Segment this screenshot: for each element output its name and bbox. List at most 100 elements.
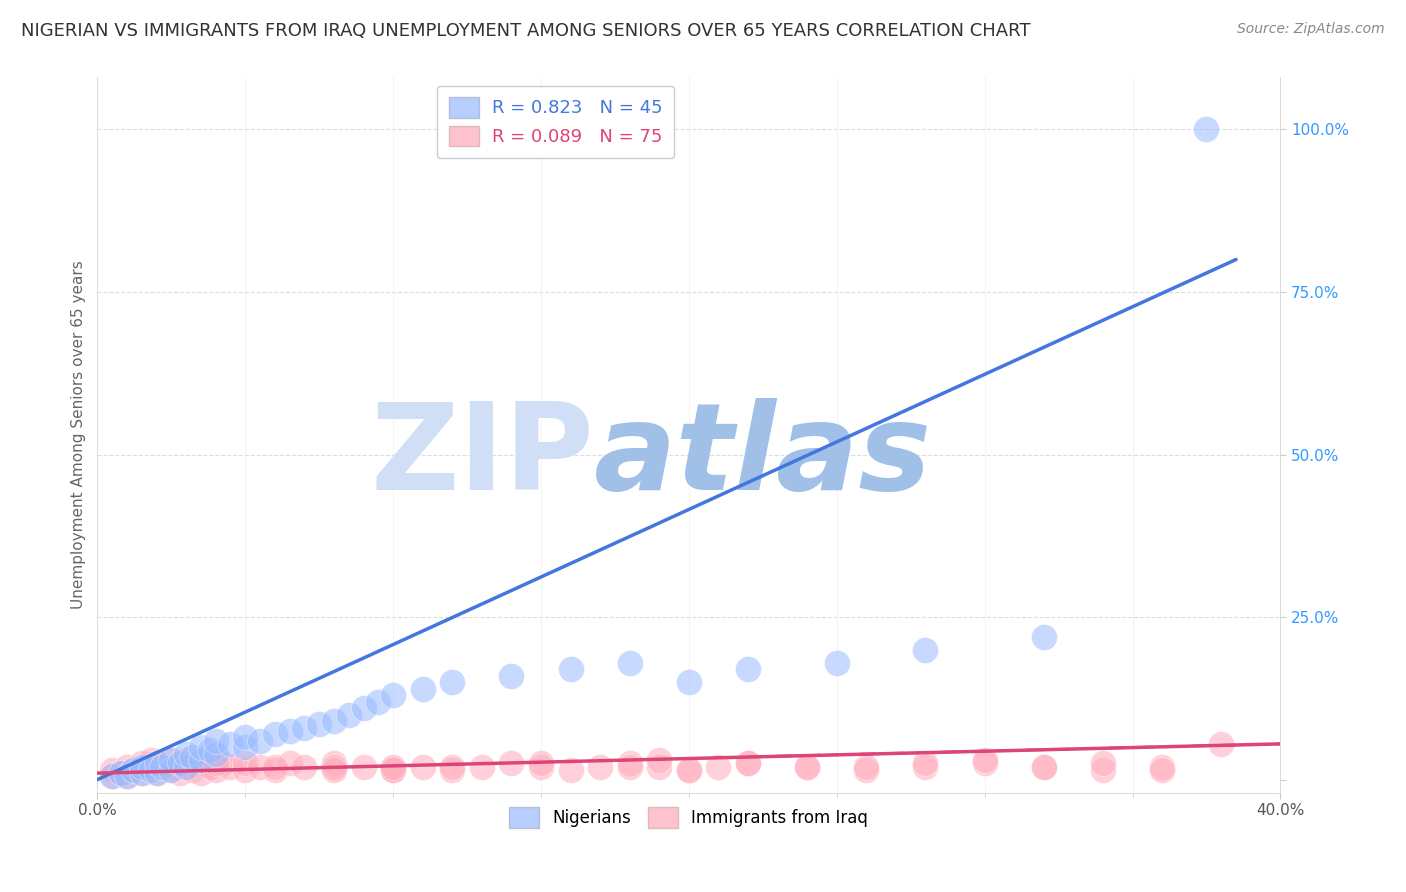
Point <box>204 756 226 771</box>
Point <box>323 759 346 773</box>
Point <box>855 759 877 773</box>
Point <box>145 756 167 771</box>
Point <box>160 763 183 777</box>
Legend: Nigerians, Immigrants from Iraq: Nigerians, Immigrants from Iraq <box>503 801 875 834</box>
Point <box>278 756 301 771</box>
Point <box>101 763 124 777</box>
Point <box>263 759 285 773</box>
Point <box>619 759 641 773</box>
Point <box>471 759 494 773</box>
Point <box>1032 759 1054 773</box>
Point <box>115 769 138 783</box>
Point <box>648 759 671 773</box>
Point <box>263 727 285 741</box>
Point <box>678 675 700 690</box>
Point <box>169 756 191 771</box>
Point <box>678 763 700 777</box>
Point <box>121 763 143 777</box>
Point <box>131 766 153 780</box>
Point <box>367 695 389 709</box>
Point <box>737 662 759 676</box>
Point <box>1211 737 1233 751</box>
Point <box>174 759 197 773</box>
Point <box>1091 756 1114 771</box>
Point <box>190 766 212 780</box>
Point <box>412 759 434 773</box>
Point <box>501 668 523 682</box>
Point <box>337 707 360 722</box>
Point <box>589 759 612 773</box>
Point <box>181 763 204 777</box>
Point <box>145 756 167 771</box>
Point <box>190 756 212 771</box>
Point <box>914 642 936 657</box>
Point <box>323 756 346 771</box>
Point <box>530 756 553 771</box>
Point <box>169 766 191 780</box>
Point <box>174 759 197 773</box>
Point <box>560 662 582 676</box>
Point <box>914 756 936 771</box>
Point <box>204 763 226 777</box>
Point <box>174 747 197 761</box>
Point <box>101 769 124 783</box>
Point <box>323 714 346 728</box>
Point <box>441 763 464 777</box>
Point <box>737 756 759 771</box>
Text: atlas: atlas <box>595 398 932 515</box>
Point <box>249 759 271 773</box>
Point <box>145 766 167 780</box>
Point <box>353 701 375 715</box>
Point <box>353 759 375 773</box>
Point <box>412 681 434 696</box>
Point <box>139 753 162 767</box>
Point <box>292 759 315 773</box>
Point <box>619 656 641 670</box>
Point <box>973 756 995 771</box>
Text: Source: ZipAtlas.com: Source: ZipAtlas.com <box>1237 22 1385 37</box>
Point <box>152 759 174 773</box>
Point <box>796 759 818 773</box>
Point <box>198 759 221 773</box>
Point <box>382 688 405 702</box>
Point <box>198 743 221 757</box>
Point <box>110 766 132 780</box>
Point <box>219 759 242 773</box>
Point <box>530 759 553 773</box>
Point <box>278 723 301 738</box>
Point <box>115 759 138 773</box>
Point <box>308 717 330 731</box>
Point <box>648 753 671 767</box>
Point <box>855 763 877 777</box>
Point <box>323 763 346 777</box>
Point <box>131 756 153 771</box>
Point <box>501 756 523 771</box>
Point <box>115 769 138 783</box>
Point <box>560 763 582 777</box>
Point <box>233 740 256 755</box>
Point <box>1152 759 1174 773</box>
Point <box>441 675 464 690</box>
Point <box>160 753 183 767</box>
Point <box>190 740 212 755</box>
Point <box>825 656 848 670</box>
Point <box>382 763 405 777</box>
Point <box>1152 763 1174 777</box>
Point <box>181 750 204 764</box>
Point <box>233 756 256 771</box>
Point <box>204 753 226 767</box>
Point <box>101 769 124 783</box>
Point <box>139 759 162 773</box>
Point <box>204 747 226 761</box>
Point <box>190 753 212 767</box>
Point <box>382 759 405 773</box>
Point <box>211 756 233 771</box>
Point <box>1032 630 1054 644</box>
Point <box>131 766 153 780</box>
Point <box>110 766 132 780</box>
Point <box>382 763 405 777</box>
Point <box>204 733 226 747</box>
Point <box>160 763 183 777</box>
Point <box>263 763 285 777</box>
Point <box>249 733 271 747</box>
